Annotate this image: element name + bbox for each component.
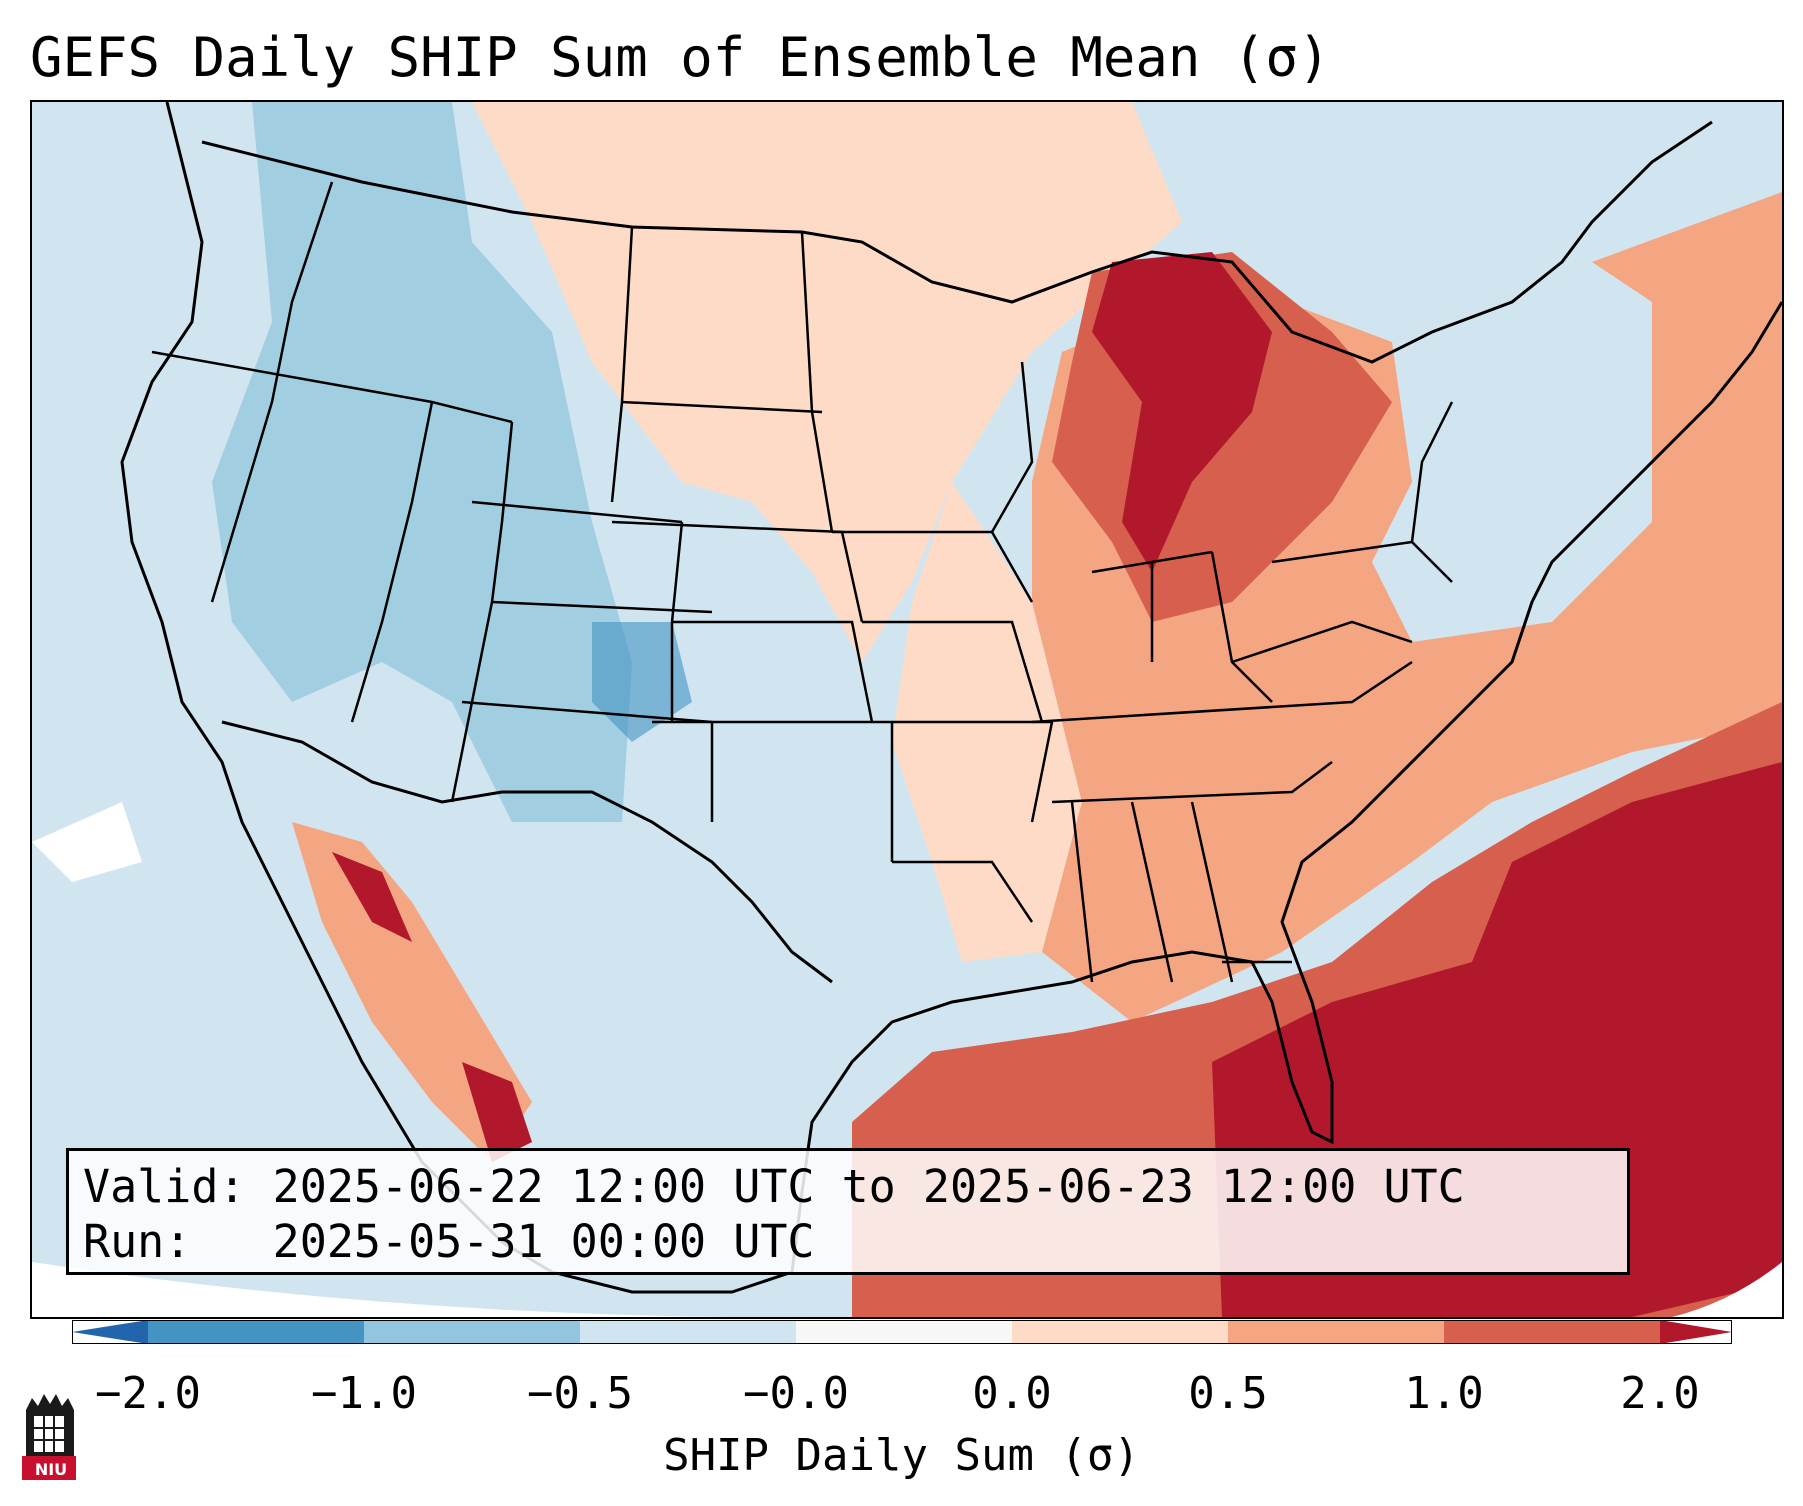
- colorbar-segment: [1012, 1320, 1229, 1344]
- coastline: [120, 102, 1782, 1294]
- colorbar-extend-low: [72, 1320, 148, 1344]
- run-label: Run:: [83, 1215, 192, 1268]
- chart-title: GEFS Daily SHIP Sum of Ensemble Mean (σ): [30, 26, 1331, 89]
- map-projection-edge-left: [32, 1262, 852, 1317]
- colorbar-tick-label: 0.5: [1188, 1368, 1268, 1419]
- colorbar-tick-label: −0.0: [743, 1368, 849, 1419]
- colorbar-label: SHIP Daily Sum (σ): [663, 1430, 1140, 1481]
- map-projection-edge-right: [1672, 1262, 1782, 1317]
- map-region-gulf-california-red: [332, 852, 412, 942]
- state-borders: [151, 181, 1454, 983]
- colorbar-segment: [1228, 1320, 1445, 1344]
- map-panel: [30, 100, 1784, 1319]
- colorbar-tick-label: −2.0: [95, 1368, 201, 1419]
- colorbar-segment: [1444, 1320, 1661, 1344]
- map-region-lakes-red: [1092, 252, 1272, 572]
- colorbar-tick-label: −1.0: [311, 1368, 417, 1419]
- colorbar-segments: [148, 1320, 1661, 1344]
- niu-logo-icon: [22, 1394, 76, 1480]
- valid-value: 2025-06-22 12:00 UTC to 2025-06-23 12:00…: [272, 1160, 1465, 1213]
- map-region-colorado-blue: [592, 622, 692, 742]
- colorbar-extend-high: [1660, 1320, 1732, 1344]
- valid-label: Valid:: [83, 1160, 246, 1213]
- map-region-west-blue: [212, 102, 632, 822]
- colorbar-segment: [364, 1320, 581, 1344]
- colorbar-tick-label: 0.0: [972, 1368, 1052, 1419]
- run-value: 2025-05-31 00:00 UTC: [272, 1215, 815, 1268]
- map-region-plains-light: [472, 102, 1182, 662]
- niu-logo-text: NIU: [34, 1460, 68, 1479]
- map-region-pacific-white: [32, 802, 142, 882]
- map-region-northeast-blue: [1372, 262, 1652, 642]
- colorbar: [72, 1320, 1732, 1344]
- map-region-sierra-red: [462, 1062, 532, 1162]
- colorbar-tick-label: 2.0: [1620, 1368, 1700, 1419]
- colorbar-tick-label: −0.5: [527, 1368, 633, 1419]
- colorbar-tick-label: 1.0: [1404, 1368, 1484, 1419]
- colorbar-segment: [796, 1320, 1013, 1344]
- colorbar-segment: [580, 1320, 797, 1344]
- anomaly-map: [32, 102, 1782, 1317]
- colorbar-segment: [148, 1320, 365, 1344]
- colorbar-outline: [72, 1320, 1732, 1344]
- info-box: Valid: 2025-06-22 12:00 UTC to 2025-06-2…: [66, 1148, 1630, 1275]
- mexico-border: [221, 720, 833, 984]
